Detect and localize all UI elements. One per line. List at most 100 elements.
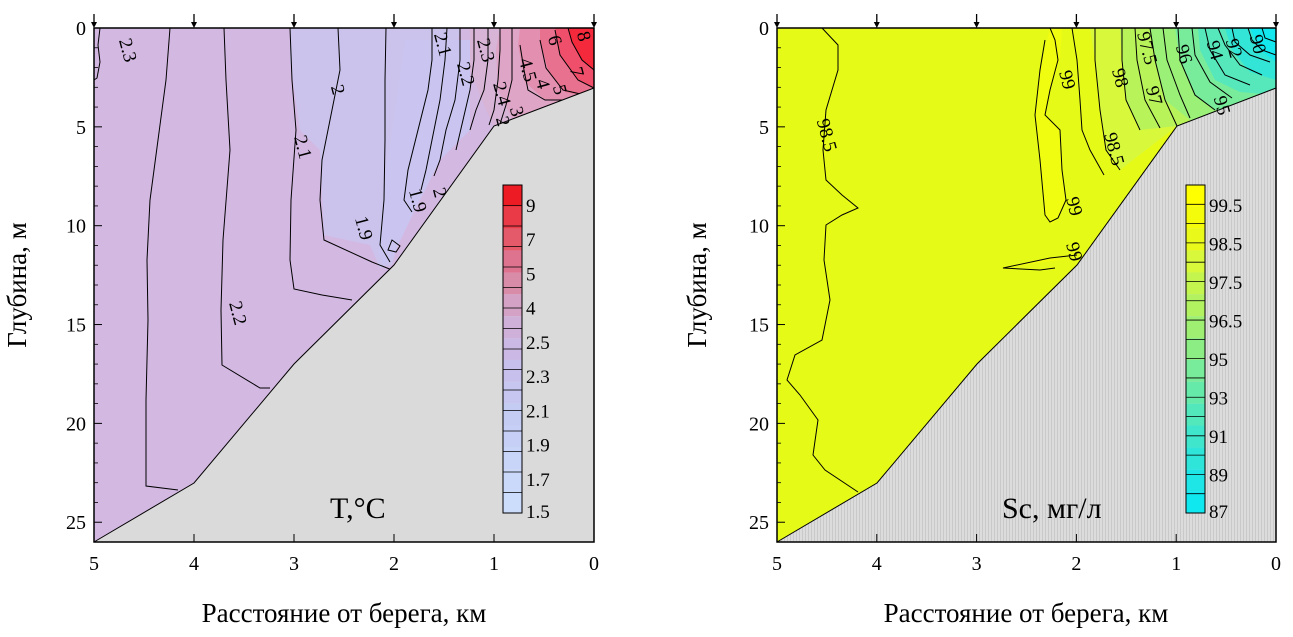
x-tick-label: 2: [389, 553, 399, 575]
colorbar-label: 1.5: [526, 502, 550, 523]
contour-label: 96: [1171, 42, 1196, 66]
temperature-unit-label: T,°C: [330, 492, 386, 525]
y-tick-label: 10: [749, 216, 769, 238]
y-tick-label: 20: [66, 413, 86, 435]
station-arrowhead: [91, 22, 97, 28]
sc-station-markers: [774, 14, 1279, 28]
sc-x-axis-title: Расстояние от берега, км: [884, 598, 1169, 628]
station-arrowhead: [973, 22, 980, 28]
contour-label: 95: [1209, 94, 1234, 118]
temperature-y-ticks: 0 5 10 15 20 25: [66, 18, 102, 543]
colorbar-swatch: [1186, 338, 1205, 360]
sc-x-ticks: 5 4 3 2 1 0: [772, 534, 1281, 575]
colorbar-swatch: [1186, 359, 1205, 382]
colorbar-swatch: [503, 316, 522, 339]
x-tick-label: 2: [1071, 553, 1081, 575]
colorbar-swatch: [503, 469, 522, 492]
colorbar-label: 2.1: [526, 401, 550, 422]
y-tick-label: 5: [76, 117, 86, 139]
colorbar-swatch: [1186, 403, 1205, 426]
colorbar-swatch: [503, 185, 522, 207]
colorbar-label: 1.7: [526, 470, 550, 491]
x-tick-label: 4: [872, 553, 882, 575]
sc-seabed-outline: [776, 87, 1277, 543]
colorbar-swatch: [1186, 425, 1205, 448]
colorbar-label: 5: [526, 264, 536, 285]
colorbar-label: 7: [526, 230, 536, 251]
sc-water-fill: [777, 28, 1276, 542]
station-arrowhead: [491, 22, 497, 28]
colorbar-swatch: [1186, 250, 1205, 273]
colorbar-swatch: [1186, 447, 1205, 470]
colorbar-swatch: [503, 381, 522, 404]
sc-unit-label: Sc, мг/л: [1002, 492, 1102, 525]
colorbar-label: 2.3: [526, 367, 550, 388]
temperature-x-axis-title: Расстояние от берега, км: [202, 598, 487, 628]
colorbar-swatch: [1186, 294, 1205, 317]
x-tick-label: 0: [1271, 553, 1281, 575]
x-tick-label: 5: [89, 553, 99, 575]
colorbar-swatch: [1186, 228, 1205, 251]
temperature-y-axis-title: Глубина, м: [2, 222, 32, 347]
x-tick-label: 5: [772, 553, 782, 575]
contour-label: 92: [1221, 36, 1246, 60]
contour-label: 99: [1061, 240, 1086, 264]
colorbar-swatch: [503, 359, 522, 382]
temperature-station-markers: [91, 14, 597, 28]
colorbar-swatch: [503, 272, 522, 295]
colorbar-label: 89: [1209, 466, 1228, 487]
sc-y-axis-title: Глубина, м: [682, 222, 712, 347]
x-tick-label: 1: [1171, 553, 1181, 575]
temperature-x-ticks: 5 4 3 2 1 0: [89, 534, 599, 575]
colorbar-frame: [1185, 184, 1206, 514]
x-tick-label: 1: [489, 553, 499, 575]
sc-y-ticks: 0 5 10 15 20 25: [749, 18, 785, 543]
colorbar-label: 91: [1209, 427, 1228, 448]
x-tick-label: 3: [972, 553, 982, 575]
temperature-seabed-outline: [93, 87, 595, 543]
sc-colorbar: 99.5 98.5 97.5 96.5 95 93 91 89 87: [1185, 184, 1242, 523]
station-arrowhead: [591, 22, 597, 28]
contour-label: 99: [1054, 68, 1079, 92]
colorbar-label: 96.5: [1209, 312, 1242, 333]
temperature-cool-zone-2: [378, 40, 470, 265]
x-tick-label: 3: [289, 553, 299, 575]
y-tick-label: 15: [66, 315, 86, 337]
colorbar-label: 93: [1209, 389, 1228, 410]
colorbar-swatch: [1186, 316, 1205, 339]
station-arrowhead: [191, 22, 197, 28]
colorbar-swatch: [503, 403, 522, 426]
colorbar-label: 4: [526, 299, 536, 320]
colorbar-label: 97.5: [1209, 273, 1242, 294]
colorbar-swatch: [503, 294, 522, 317]
colorbar-label: 9: [526, 196, 536, 217]
station-arrowhead: [1173, 22, 1180, 28]
colorbar-label: 1.9: [526, 436, 550, 457]
contour-label: 90: [1245, 32, 1270, 56]
station-arrowhead: [1073, 22, 1080, 28]
colorbar-swatch: [503, 425, 522, 448]
colorbar-label: 95: [1209, 350, 1228, 371]
temperature-water-fill: [94, 28, 594, 542]
colorbar-label: 87: [1209, 502, 1228, 523]
colorbar-swatch: [503, 447, 522, 470]
station-arrowhead: [291, 22, 297, 28]
station-arrowhead: [1273, 22, 1279, 28]
sc-contour-lines: [786, 27, 1277, 493]
station-arrowhead: [391, 22, 397, 28]
sc-band-99: [1035, 28, 1066, 225]
colorbar-swatch: [1186, 491, 1205, 513]
y-tick-label: 25: [66, 512, 86, 534]
colorbar-swatch: [1186, 185, 1205, 207]
y-tick-label: 0: [759, 18, 769, 40]
colorbar-swatch: [503, 250, 522, 273]
colorbar-swatch: [1186, 381, 1205, 404]
x-tick-label: 0: [589, 553, 599, 575]
colorbar-label: 2.5: [526, 333, 550, 354]
colorbar-label: 99.5: [1209, 196, 1242, 217]
y-tick-label: 5: [759, 117, 769, 139]
y-tick-label: 25: [749, 512, 769, 534]
y-tick-label: 20: [749, 413, 769, 435]
